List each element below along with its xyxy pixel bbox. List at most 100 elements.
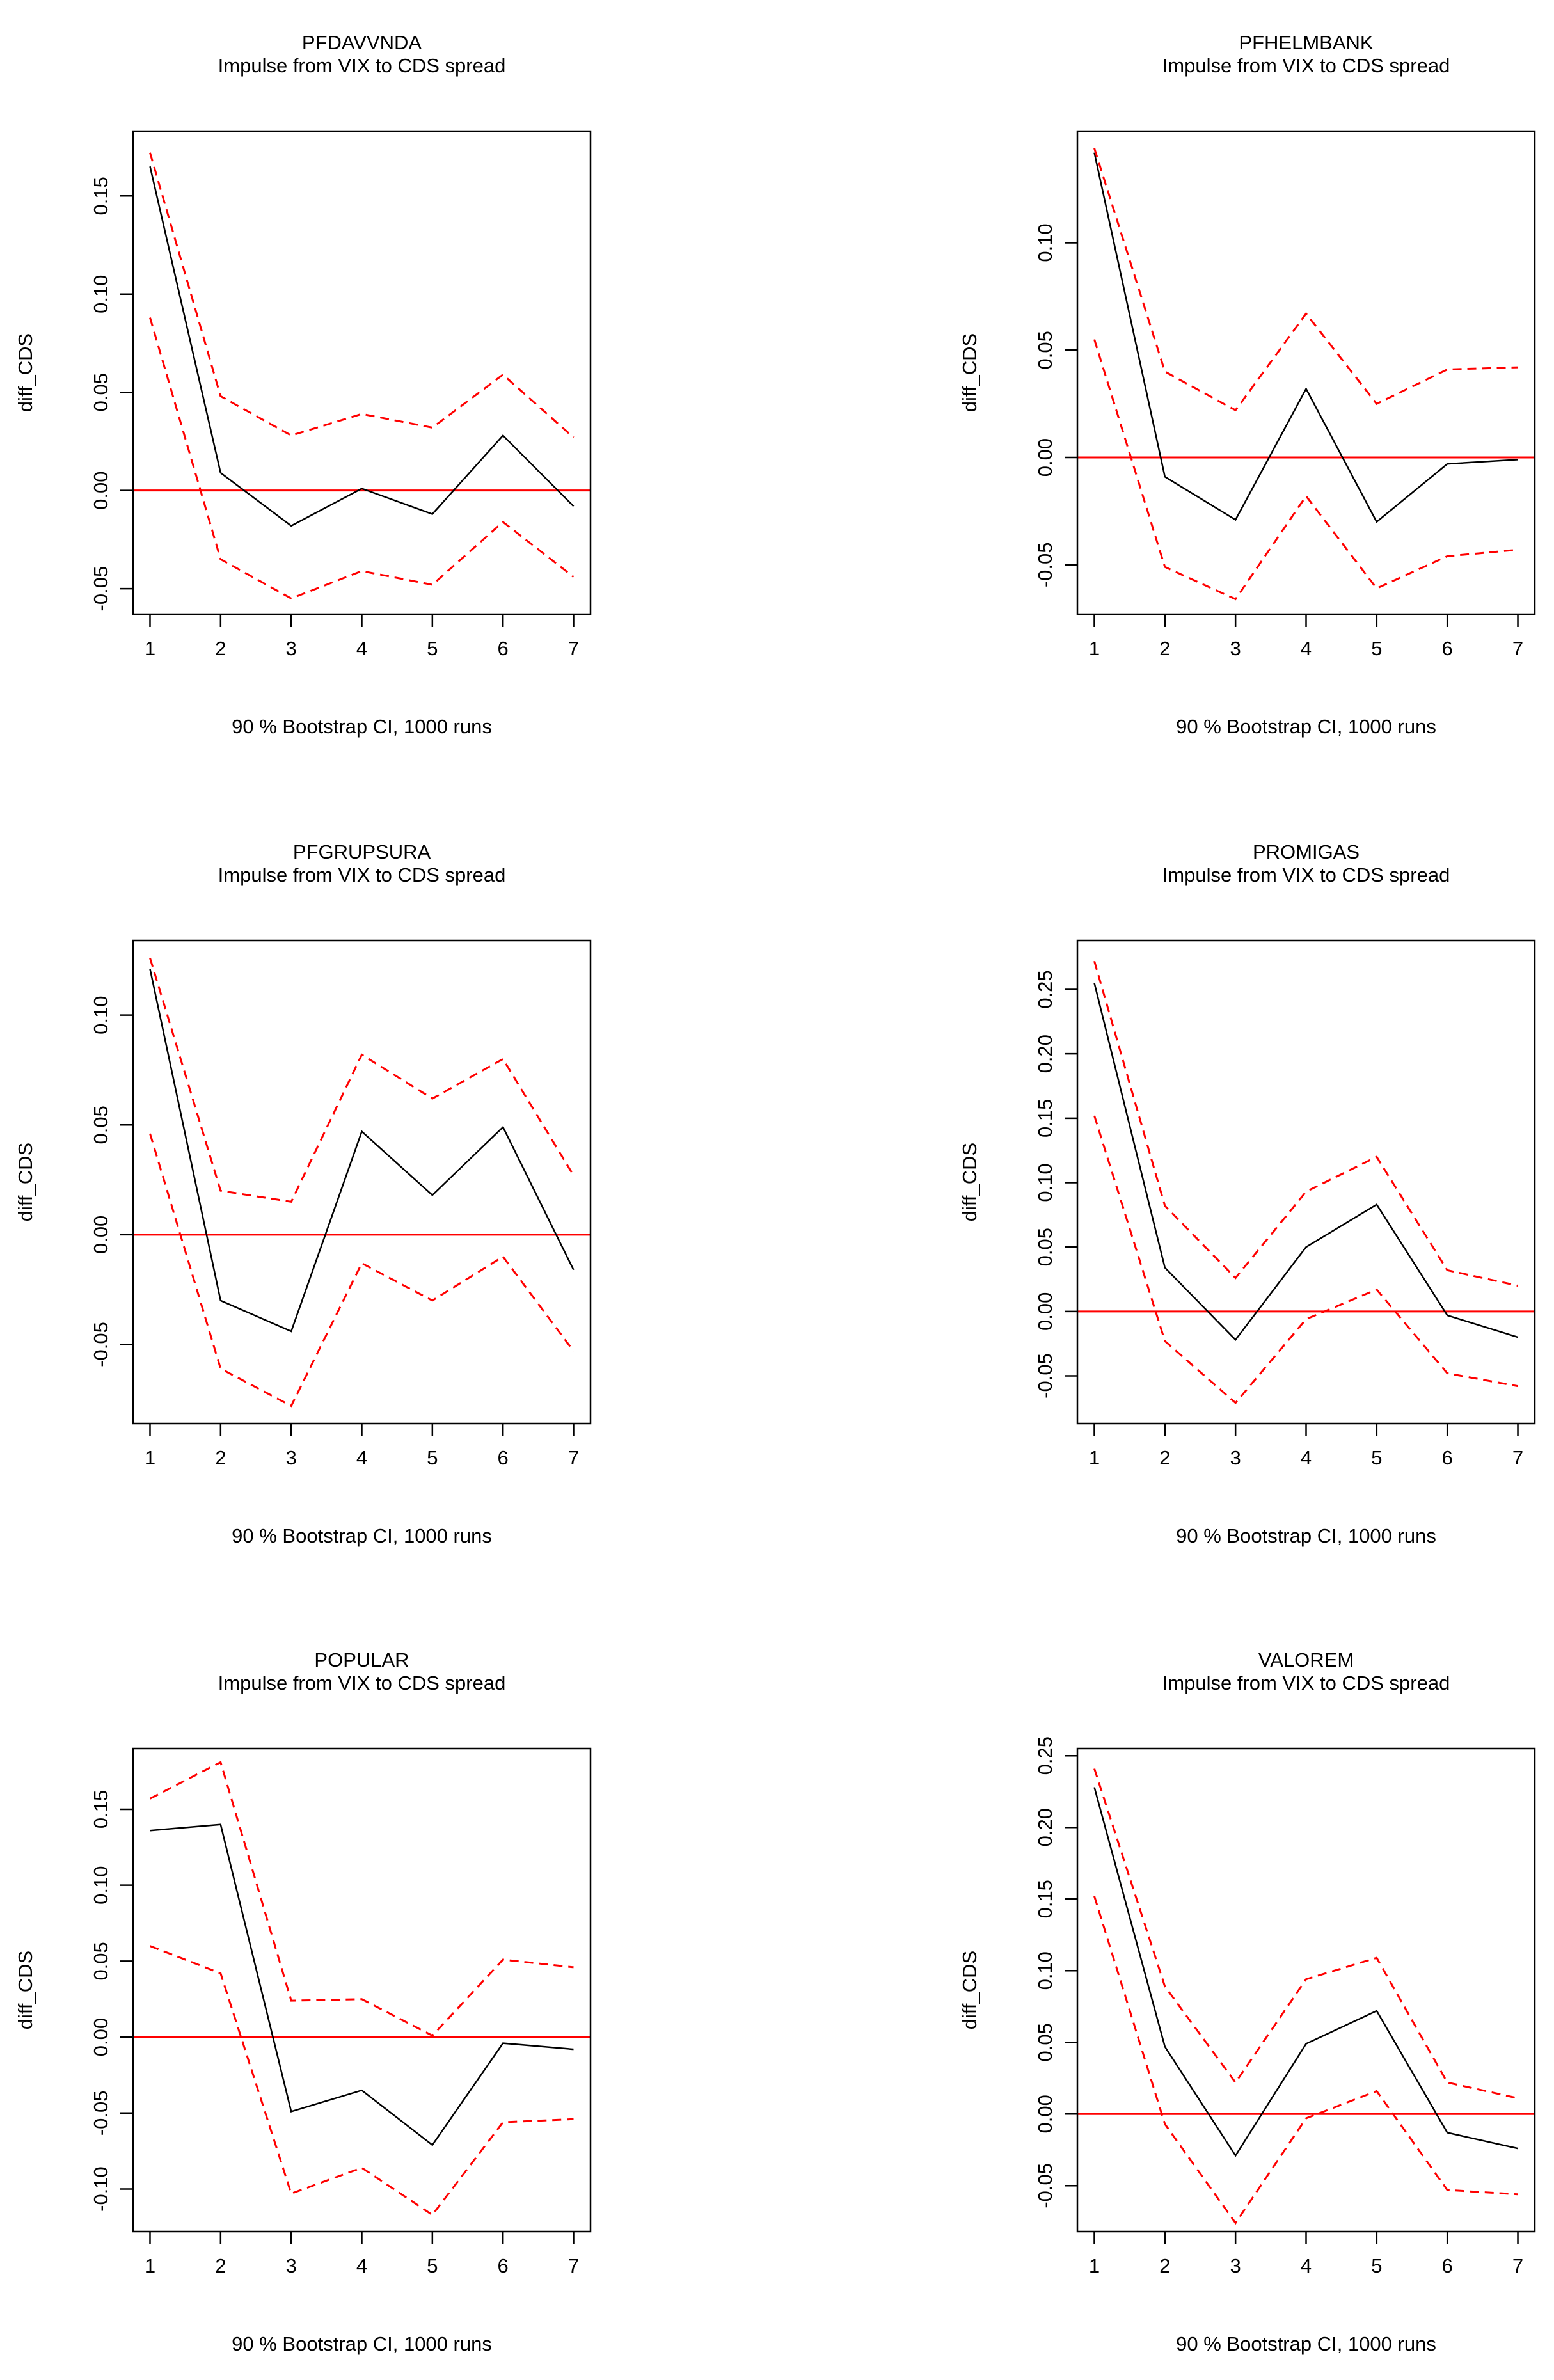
chart-title: PFGRUPSURA — [293, 841, 431, 863]
irf-line — [1093, 983, 1518, 1342]
y-tick-label: 0.00 — [1034, 438, 1056, 477]
y-tick-label: 0.05 — [1034, 331, 1056, 369]
ci-upper-line — [149, 1761, 574, 2037]
x-tick-label: 7 — [1512, 2255, 1523, 2277]
y-axis-label: diff_CDS — [14, 1143, 36, 1222]
chart-title: PFDAVVNDA — [302, 31, 422, 54]
y-tick-label: 0.25 — [1034, 970, 1056, 1008]
y-tick-label: 0.15 — [1034, 1880, 1056, 1918]
chart-title: VALOREM — [1258, 1649, 1354, 1671]
y-tick-label: 0.00 — [1034, 2095, 1056, 2133]
x-tick-label: 5 — [1371, 1447, 1382, 1469]
x-tick-label: 3 — [286, 1447, 297, 1469]
y-tick-label: -0.05 — [90, 2090, 112, 2136]
irf-line — [150, 1823, 574, 2146]
x-tick-label: 2 — [1159, 1447, 1170, 1469]
x-tick-label: 3 — [286, 637, 297, 660]
y-tick-label: 0.00 — [90, 471, 112, 509]
y-tick-label: -0.05 — [90, 1322, 112, 1367]
irf-line — [149, 969, 575, 1333]
y-tick-label: 0.10 — [1034, 1163, 1056, 1202]
x-tick-label: 3 — [1230, 2255, 1241, 2277]
plot-frame — [1076, 939, 1536, 1425]
x-tick-label: 2 — [1159, 637, 1170, 660]
x-tick-label: 4 — [356, 1447, 367, 1469]
x-tick-label: 6 — [498, 1447, 509, 1469]
x-tick-label: 1 — [145, 2255, 155, 2277]
y-tick-label: 0.00 — [1034, 1292, 1056, 1331]
x-tick-label: 4 — [356, 2255, 367, 2277]
x-tick-label: 2 — [215, 1447, 226, 1469]
x-axis-label: 90 % Bootstrap CI, 1000 runs — [1176, 715, 1436, 738]
y-tick-label: 0.10 — [90, 1866, 112, 1905]
x-tick-label: 3 — [1230, 637, 1241, 660]
ci-upper-line — [1093, 148, 1518, 412]
x-axis-label: 90 % Bootstrap CI, 1000 runs — [232, 1525, 492, 1547]
x-tick-label: 7 — [568, 1447, 579, 1469]
y-tick-label: 0.00 — [90, 2018, 112, 2056]
irf-line — [1093, 152, 1518, 523]
chart-subtitle: Impulse from VIX to CDS spread — [218, 864, 506, 886]
chart-subtitle: Impulse from VIX to CDS spread — [1162, 864, 1450, 886]
x-tick-label: 6 — [1442, 2255, 1453, 2277]
x-tick-label: 6 — [498, 637, 509, 660]
y-tick-label: -0.05 — [1034, 2163, 1056, 2209]
y-tick-label: 0.10 — [1034, 223, 1056, 262]
irf-line — [149, 166, 575, 527]
y-tick-label: 0.20 — [1034, 1035, 1056, 1073]
x-tick-label: 4 — [1301, 2255, 1312, 2277]
x-tick-label: 2 — [215, 2255, 226, 2277]
chart-title: PROMIGAS — [1253, 841, 1360, 863]
x-tick-label: 3 — [286, 2255, 297, 2277]
ci-upper-line — [1093, 960, 1518, 1287]
y-tick-label: 0.15 — [1034, 1099, 1056, 1138]
x-tick-label: 6 — [1442, 637, 1453, 660]
ci-upper-line — [149, 152, 575, 438]
y-tick-label: 0.05 — [90, 373, 112, 411]
plot-frame — [132, 939, 592, 1425]
x-tick-label: 4 — [1301, 637, 1312, 660]
x-axis-label: 90 % Bootstrap CI, 1000 runs — [232, 715, 492, 738]
chart-subtitle: Impulse from VIX to CDS spread — [218, 54, 506, 77]
y-tick-label: -0.05 — [1034, 1353, 1056, 1399]
ci-lower-line — [149, 317, 575, 600]
x-tick-label: 5 — [1371, 637, 1382, 660]
x-tick-label: 5 — [427, 1447, 438, 1469]
x-tick-label: 7 — [568, 637, 579, 660]
x-tick-label: 3 — [1230, 1447, 1241, 1469]
irf-line — [1093, 1787, 1518, 2157]
x-tick-label: 5 — [427, 637, 438, 660]
y-tick-label: 0.20 — [1034, 1808, 1056, 1846]
ci-upper-line — [149, 958, 575, 1203]
x-tick-label: 2 — [1159, 2255, 1170, 2277]
plot-frame — [1076, 1747, 1536, 2233]
y-axis-label: diff_CDS — [958, 1951, 981, 2030]
x-tick-label: 6 — [1442, 1447, 1453, 1469]
x-tick-label: 7 — [1512, 637, 1523, 660]
y-tick-label: -0.05 — [1034, 542, 1056, 587]
ci-lower-line — [1093, 1896, 1518, 2225]
ci-lower-line — [149, 1945, 574, 2216]
x-axis-label: 90 % Bootstrap CI, 1000 runs — [232, 2333, 492, 2355]
x-tick-label: 7 — [1512, 1447, 1523, 1469]
x-tick-label: 6 — [498, 2255, 509, 2277]
x-tick-label: 1 — [145, 1447, 155, 1469]
ci-upper-line — [1093, 1768, 1518, 2100]
y-tick-label: 0.25 — [1034, 1736, 1056, 1775]
y-tick-label: 0.00 — [90, 1216, 112, 1254]
y-tick-label: 0.15 — [90, 1790, 112, 1829]
y-axis-label: diff_CDS — [958, 333, 981, 413]
plot-frame — [1076, 130, 1536, 615]
plot-frame — [132, 130, 592, 615]
y-axis-label: diff_CDS — [958, 1143, 981, 1222]
x-tick-label: 1 — [145, 637, 155, 660]
y-tick-label: 0.05 — [90, 1106, 112, 1144]
ci-lower-line — [1093, 339, 1518, 601]
y-axis-label: diff_CDS — [14, 333, 36, 413]
ci-lower-line — [1093, 1115, 1518, 1404]
